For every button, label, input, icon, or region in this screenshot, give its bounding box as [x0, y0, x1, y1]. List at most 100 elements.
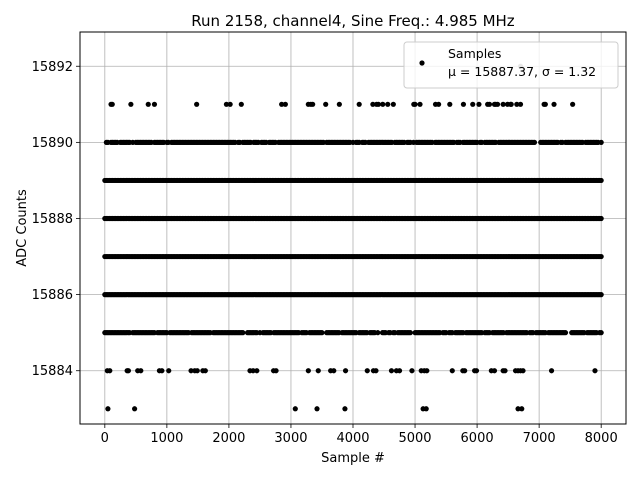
data-point	[519, 406, 525, 412]
data-point	[188, 368, 194, 374]
data-point	[494, 101, 501, 107]
data-point	[449, 368, 455, 374]
data-point	[145, 101, 151, 107]
x-tick-label: 1000	[150, 431, 183, 446]
data-point	[570, 101, 576, 107]
data-point	[342, 368, 349, 374]
y-axis-ticks: 15884 15886 15888 15890 15892	[32, 60, 80, 379]
data-point	[138, 368, 144, 374]
data-point	[125, 368, 131, 374]
data-point	[409, 368, 415, 374]
data-point	[314, 406, 320, 412]
data-point	[315, 368, 321, 374]
data-point	[223, 101, 230, 107]
data-point	[508, 101, 514, 107]
data-point	[282, 101, 288, 107]
sample-row-15884	[104, 368, 598, 374]
x-tick-label: 7000	[523, 431, 556, 446]
data-point	[380, 101, 386, 107]
data-point	[592, 368, 598, 374]
sample-row-15885	[102, 330, 604, 336]
y-tick-label: 15884	[32, 364, 73, 379]
legend-stats-text: μ = 15887.37, σ = 1.32	[448, 64, 596, 79]
data-point	[273, 368, 279, 374]
data-point	[323, 101, 329, 107]
data-point	[202, 368, 208, 374]
data-point	[542, 101, 548, 107]
y-axis-label: ADC Counts	[15, 189, 30, 267]
data-point	[319, 330, 325, 336]
data-point	[407, 330, 413, 336]
x-axis-label: Sample #	[321, 451, 385, 466]
legend-series-name: Samples	[448, 46, 501, 61]
data-point	[310, 101, 316, 107]
legend-marker	[419, 60, 425, 66]
sample-row-15888	[102, 215, 604, 222]
x-tick-label: 8000	[585, 431, 618, 446]
chart-title: Run 2158, channel4, Sine Freq.: 4.985 MH…	[191, 12, 515, 30]
sample-row-15886	[102, 292, 604, 298]
data-point	[305, 368, 311, 374]
data-point	[417, 101, 423, 107]
x-tick-label: 4000	[336, 431, 369, 446]
data-point	[254, 368, 260, 374]
x-tick-label: 5000	[398, 431, 431, 446]
data-point	[373, 368, 379, 374]
data-point	[548, 368, 555, 374]
data-point	[240, 330, 246, 336]
data-point	[562, 330, 569, 336]
x-tick-label: 3000	[274, 431, 307, 446]
sample-row-15889	[102, 177, 604, 184]
data-point	[517, 101, 524, 107]
data-point	[166, 368, 172, 374]
data-point	[105, 406, 111, 412]
data-point	[476, 101, 482, 107]
data-point	[227, 101, 233, 107]
data-point	[598, 139, 604, 145]
data-point	[238, 101, 244, 107]
data-point	[412, 101, 418, 107]
data-point	[514, 101, 520, 107]
data-point	[364, 368, 370, 374]
data-point	[515, 406, 521, 412]
data-point	[424, 368, 430, 374]
data-point	[388, 368, 395, 374]
data-point	[423, 406, 429, 412]
x-axis-ticks: 0 1000 2000 3000 4000 5000 6000 7000 8000	[101, 424, 618, 446]
data-point	[356, 101, 362, 107]
data-point	[491, 368, 498, 374]
data-point	[486, 101, 493, 107]
data-point	[375, 101, 382, 107]
data-point	[385, 101, 391, 107]
data-point	[598, 177, 604, 184]
sample-row-15891	[108, 101, 576, 107]
data-point	[598, 292, 604, 298]
x-tick-label: 0	[101, 431, 109, 446]
y-tick-label: 15892	[32, 60, 73, 75]
data-point	[342, 406, 348, 412]
sample-row-15890	[103, 139, 604, 145]
data-point	[502, 368, 508, 374]
data-point	[520, 368, 526, 374]
data-point	[436, 101, 442, 107]
data-point	[598, 253, 604, 260]
data-points	[102, 63, 604, 412]
data-point	[462, 368, 468, 374]
data-point	[375, 330, 381, 336]
legend: Samples μ = 15887.37, σ = 1.32	[403, 41, 619, 89]
data-point	[250, 368, 256, 374]
data-point	[531, 139, 538, 145]
y-tick-label: 15886	[32, 288, 73, 303]
data-point	[336, 101, 342, 107]
x-tick-label: 6000	[461, 431, 494, 446]
sample-row-15887	[102, 253, 604, 260]
sample-row-15883	[105, 406, 525, 412]
data-point	[551, 101, 557, 107]
data-point	[598, 215, 604, 222]
data-point	[128, 101, 134, 107]
data-point	[132, 406, 138, 412]
legend-box	[403, 41, 619, 89]
x-tick-label: 2000	[212, 431, 245, 446]
data-point	[470, 101, 476, 107]
